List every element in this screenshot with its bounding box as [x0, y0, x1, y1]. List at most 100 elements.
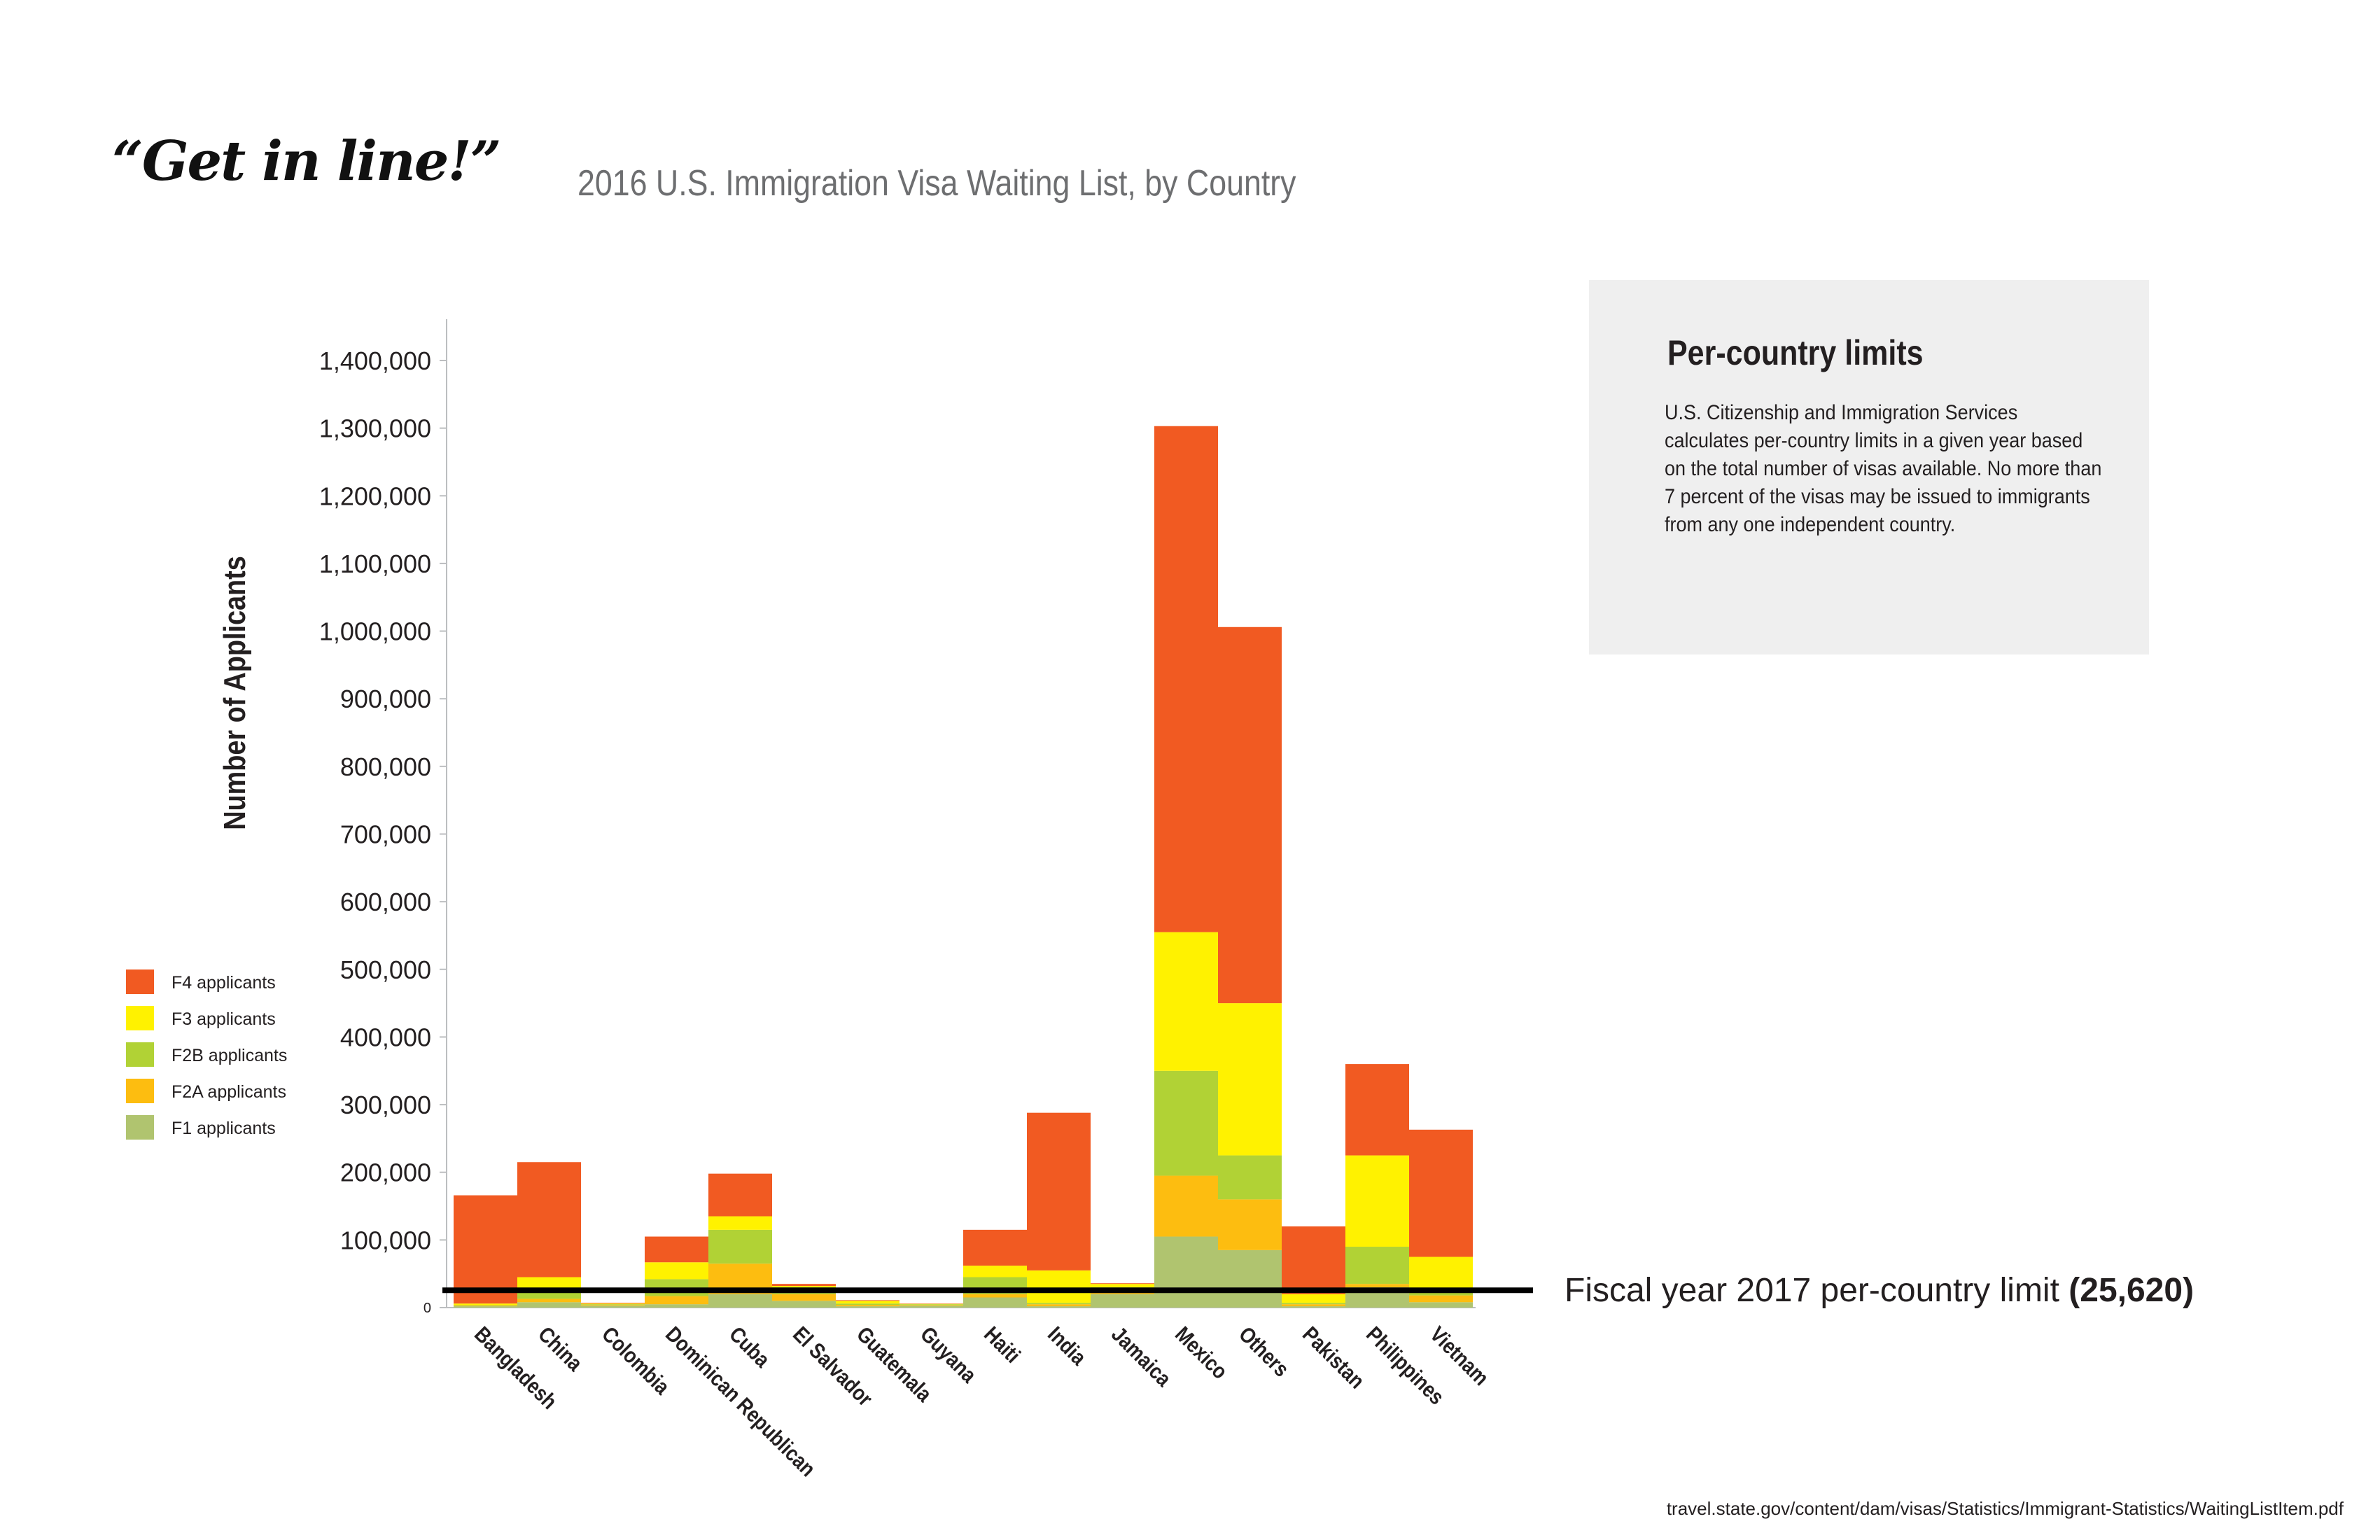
y-tick-label: 1,000,000 [319, 617, 431, 646]
bar-segment [1282, 1306, 1345, 1308]
bar-segment [1091, 1284, 1154, 1288]
bar-segment [1218, 626, 1282, 1004]
chart-title: 2016 U.S. Immigration Visa Waiting List,… [578, 163, 1296, 204]
bar-segment [963, 1229, 1027, 1266]
x-tick-label: Mexico [1170, 1322, 1232, 1384]
bar-segment [1282, 1303, 1345, 1305]
legend-swatch [126, 1115, 154, 1140]
y-tick-label: 500,000 [340, 955, 431, 984]
bar-segment [581, 1305, 645, 1306]
source-citation: travel.state.gov/content/dam/visas/Stati… [1666, 1498, 2344, 1519]
bar-segment [1218, 1155, 1282, 1200]
bar-segment [581, 1303, 645, 1305]
legend-label: F1 applicants [172, 1119, 276, 1138]
limit-value-label: (25,620) [2068, 1272, 2194, 1309]
y-tick-label: 700,000 [340, 820, 431, 849]
bar-segment [1345, 1284, 1409, 1288]
bar-segment [772, 1286, 836, 1288]
y-axis-label: Number of Applicants [217, 556, 251, 830]
bar-segment [772, 1301, 836, 1308]
bar-segment [1345, 1247, 1409, 1284]
x-tick-label: China [533, 1322, 587, 1376]
bar-segment [517, 1277, 581, 1291]
reference-line: Fiscal year 2017 per-country limit (25,6… [442, 1272, 2194, 1309]
bar-segment [836, 1301, 899, 1304]
bar-segment [1409, 1129, 1473, 1257]
legend-swatch [126, 1079, 154, 1103]
bar-segment [1154, 1236, 1218, 1308]
bar-segment [454, 1195, 517, 1304]
bar-segment [1027, 1270, 1091, 1303]
bar-segment [1154, 1175, 1218, 1237]
bar-segment [1282, 1226, 1345, 1294]
info-box-body: U.S. Citizenship and Immigration Service… [1665, 401, 2102, 536]
x-tick-label: Haiti [979, 1322, 1025, 1368]
x-tick-label: Others [1234, 1322, 1294, 1382]
bars [454, 426, 1473, 1308]
y-tick-label: 0 [424, 1301, 431, 1316]
bar-segment [1409, 1292, 1473, 1296]
x-tick-label: Pakistan [1298, 1322, 1369, 1394]
info-box-title: Per-country limits [1667, 333, 1924, 372]
y-tick-label: 1,100,000 [319, 550, 431, 578]
x-tick-label: Cuba [724, 1322, 775, 1373]
bar-segment [645, 1236, 708, 1263]
y-tick-label: 100,000 [340, 1226, 431, 1254]
y-tick-label: 900,000 [340, 685, 431, 713]
bar-segment [899, 1305, 963, 1306]
bar-segment [708, 1216, 772, 1230]
bar-segment [1218, 1003, 1282, 1156]
legend-label: F4 applicants [172, 973, 276, 993]
bar-segment [517, 1298, 581, 1303]
bar-segment [581, 1304, 645, 1306]
bar-segment [517, 1162, 581, 1278]
legend-label: F2B applicants [172, 1046, 287, 1065]
bar-segment [1091, 1294, 1154, 1308]
y-tick-label: 1,200,000 [319, 482, 431, 510]
bar-segment [963, 1266, 1027, 1278]
legend-label: F3 applicants [172, 1009, 276, 1029]
bar-segment [517, 1290, 581, 1299]
legend-swatch [126, 969, 154, 994]
bar-segment [1282, 1294, 1345, 1303]
bar-segment [772, 1284, 836, 1287]
bar-segment [1091, 1283, 1154, 1284]
bar-segment [836, 1306, 899, 1308]
x-tick-label: India [1043, 1322, 1091, 1371]
bar-segment [1027, 1304, 1091, 1307]
limit-label: Fiscal year 2017 per-country limit (25,6… [1564, 1272, 2194, 1309]
bar-segment [708, 1173, 772, 1217]
bar-segment [1345, 1155, 1409, 1247]
bar-segment [899, 1306, 963, 1308]
bar-segment [708, 1294, 772, 1308]
headline: “Get in line!” [112, 130, 501, 193]
legend-swatch [126, 1006, 154, 1030]
bar-segment [454, 1303, 517, 1306]
bar-segment [899, 1304, 963, 1306]
bar-segment [836, 1303, 899, 1306]
y-tick-label: 400,000 [340, 1023, 431, 1051]
bar-segment [1409, 1302, 1473, 1308]
legend-swatch [126, 1042, 154, 1067]
axes: 0 100,000 200,000 300,000 400,000 500,000 600,… [319, 319, 1476, 1316]
limit-label-text: Fiscal year 2017 per-country limit [1564, 1272, 2068, 1309]
bar-segment [836, 1305, 899, 1307]
bar-segment [1409, 1295, 1473, 1303]
bar-segment [963, 1294, 1027, 1298]
x-tick-label: Colombia [597, 1322, 675, 1400]
y-tick-label: 800,000 [340, 752, 431, 781]
bar-segment [1027, 1303, 1091, 1305]
y-tick-label: 1,300,000 [319, 414, 431, 443]
x-tick-label: Jamaica [1107, 1322, 1176, 1392]
bar-segment [963, 1297, 1027, 1308]
bar-segment [1409, 1256, 1473, 1292]
bar-segment [708, 1229, 772, 1264]
bar-segment [772, 1294, 836, 1301]
legend: F4 applicants F3 applicants F2B applicants… [126, 969, 287, 1140]
bar-segment [1282, 1304, 1345, 1307]
bar-segment [645, 1262, 708, 1280]
y-tick-label: 1,400,000 [319, 346, 431, 375]
bar-segment [454, 1305, 517, 1306]
